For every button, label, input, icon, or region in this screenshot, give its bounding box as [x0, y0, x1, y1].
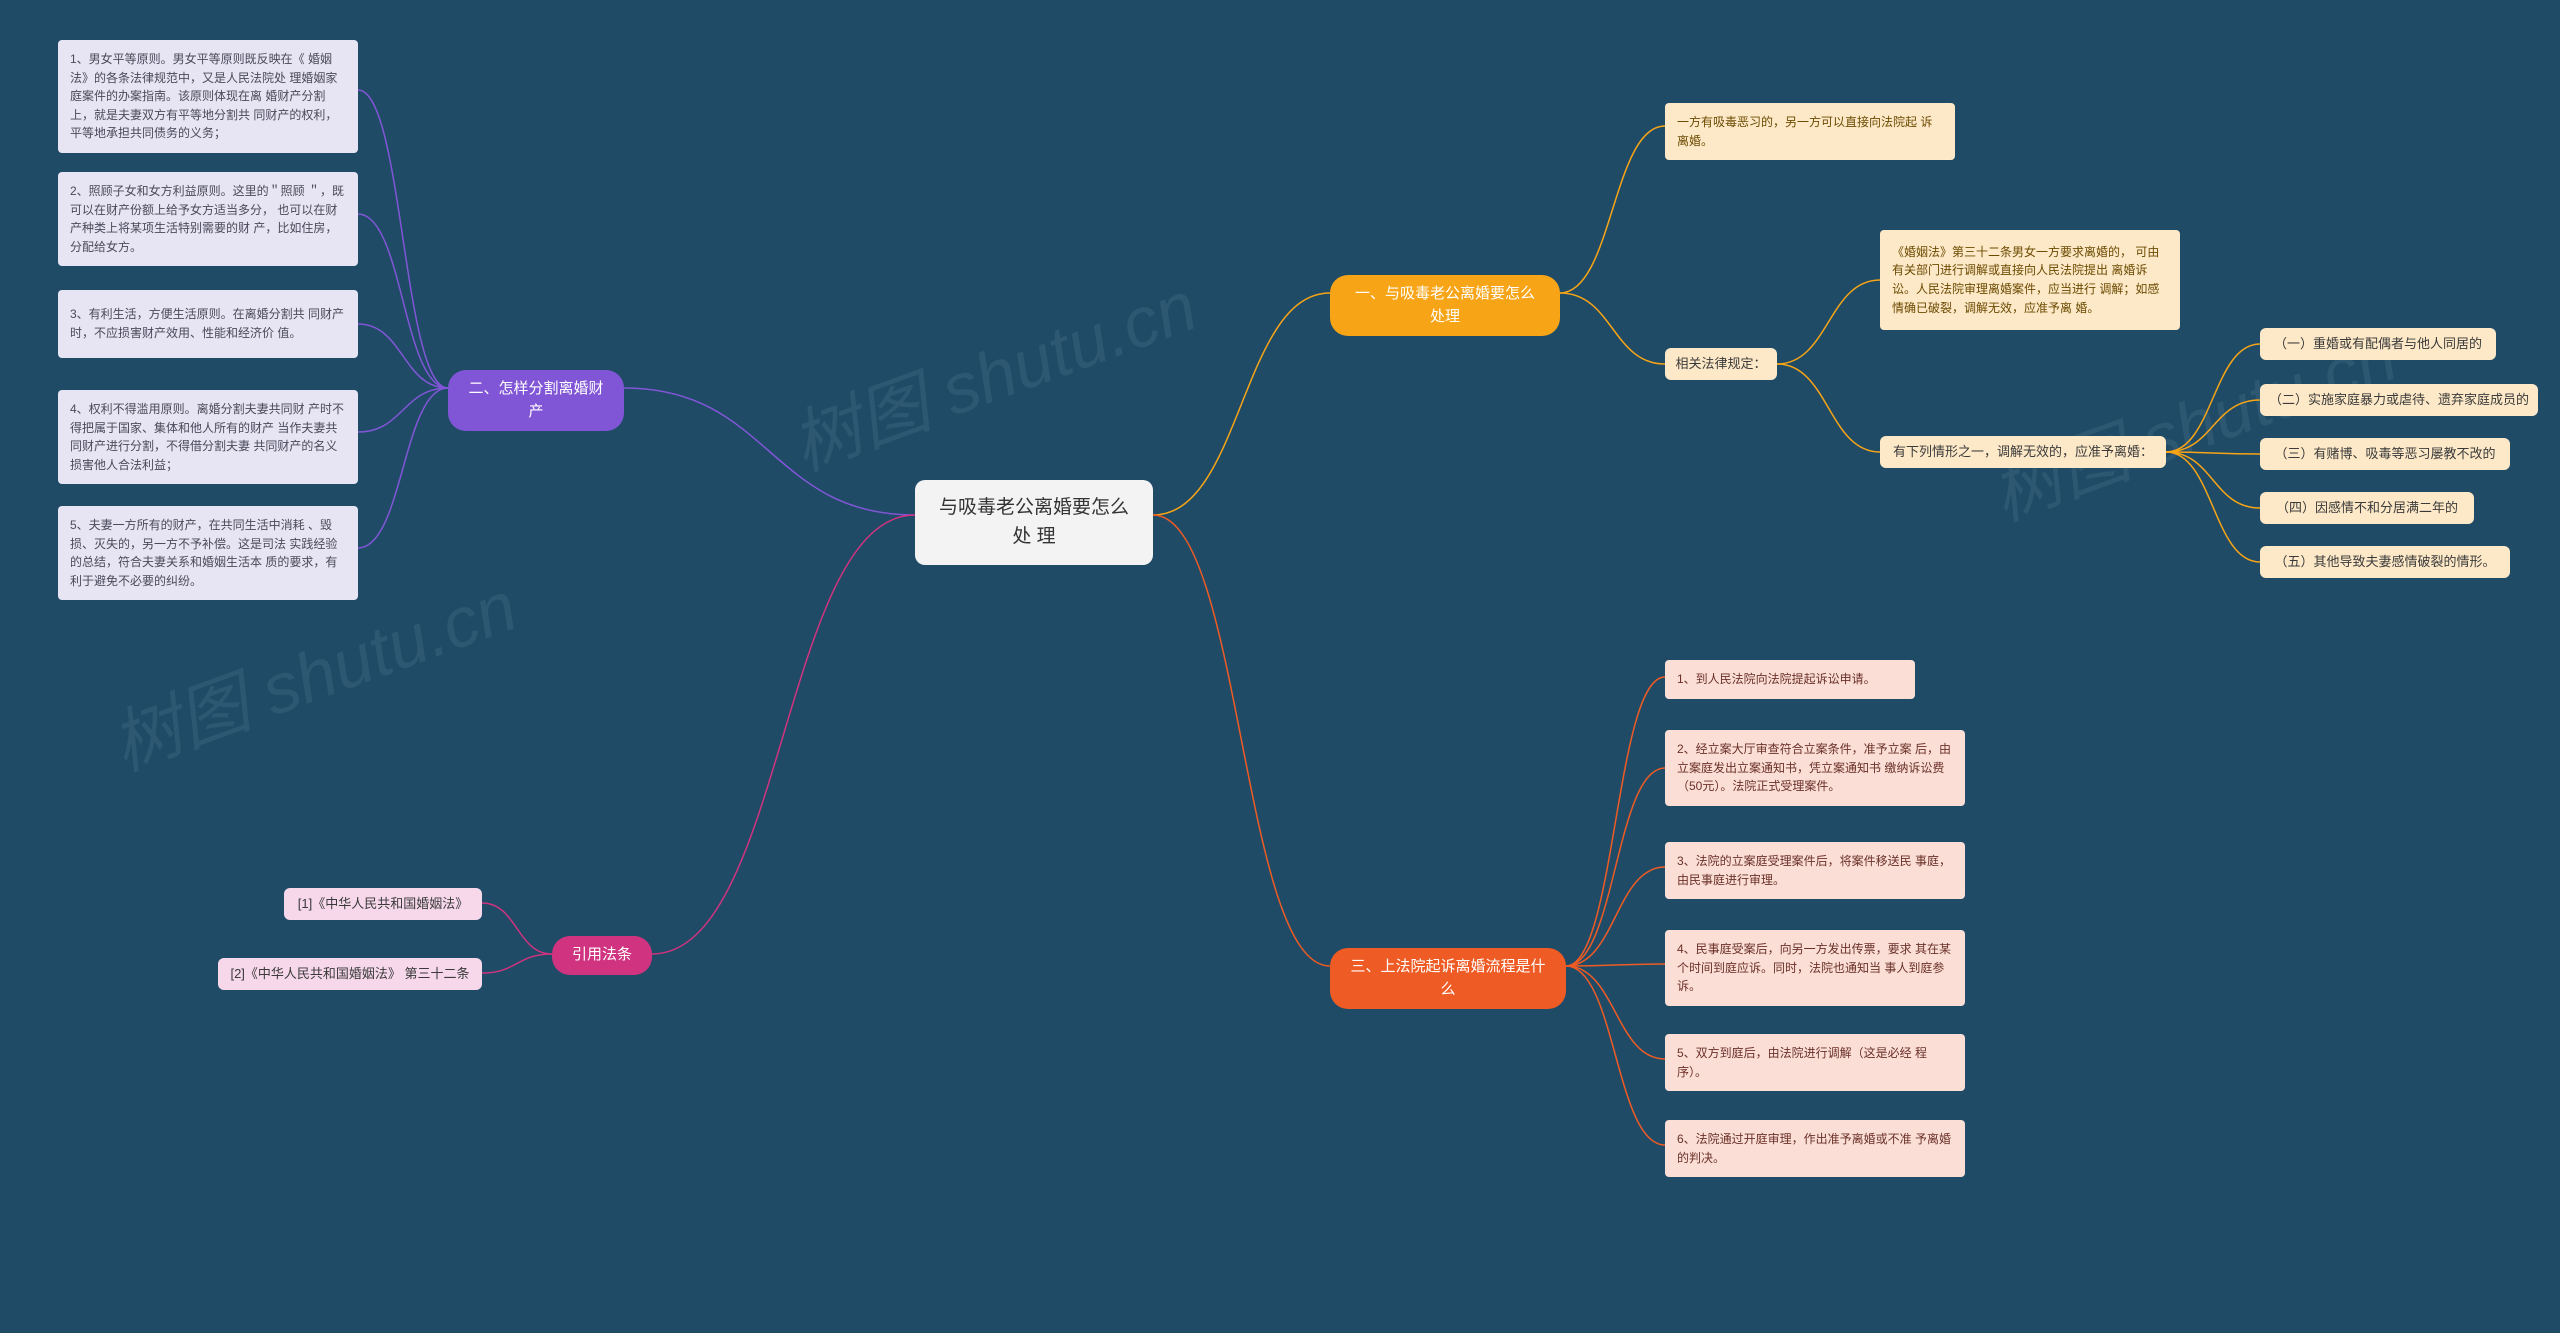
branch-1[interactable]: 一、与吸毒老公离婚要怎么处理 — [1330, 275, 1560, 336]
leaf-3b[interactable]: 2、经立案大厅审查符合立案条件，准予立案 后，由立案庭发出立案通知书，凭立案通知… — [1665, 730, 1965, 806]
leaf-3d[interactable]: 4、民事庭受案后，向另一方发出传票，要求 其在某个时间到庭应诉。同时，法院也通知… — [1665, 930, 1965, 1006]
leaf-2e[interactable]: 5、夫妻一方所有的财产，在共同生活中消耗 、毁损、灭失的，另一方不予补偿。这是司… — [58, 506, 358, 600]
edges-layer — [0, 0, 2560, 1333]
root-node[interactable]: 与吸毒老公离婚要怎么处 理 — [915, 480, 1153, 565]
leaf-1b2e[interactable]: （五）其他导致夫妻感情破裂的情形。 — [2260, 546, 2510, 578]
leaf-1b2[interactable]: 有下列情形之一，调解无效的，应准予离婚： — [1880, 436, 2166, 468]
leaf-2d[interactable]: 4、权利不得滥用原则。离婚分割夫妻共同财 产时不得把属于国家、集体和他人所有的财… — [58, 390, 358, 484]
branch-4[interactable]: 引用法条 — [552, 936, 652, 975]
leaf-4a[interactable]: [1]《中华人民共和国婚姻法》 — [284, 888, 482, 920]
branch-3[interactable]: 三、上法院起诉离婚流程是什么 — [1330, 948, 1566, 1009]
leaf-1b2b[interactable]: （二）实施家庭暴力或虐待、遗弃家庭成员的 — [2260, 384, 2538, 416]
leaf-2b[interactable]: 2、照顾子女和女方利益原则。这里的＂照顾 ＂，既可以在财产份额上给予女方适当多分… — [58, 172, 358, 266]
leaf-3c[interactable]: 3、法院的立案庭受理案件后，将案件移送民 事庭，由民事庭进行审理。 — [1665, 842, 1965, 899]
watermark: 树图 shutu.cn — [776, 251, 1209, 491]
leaf-1b[interactable]: 相关法律规定： — [1665, 348, 1777, 380]
leaf-1b1[interactable]: 《婚姻法》第三十二条男女一方要求离婚的， 可由有关部门进行调解或直接向人民法院提… — [1880, 230, 2180, 330]
leaf-3a[interactable]: 1、到人民法院向法院提起诉讼申请。 — [1665, 660, 1915, 699]
leaf-1b2d[interactable]: （四）因感情不和分居满二年的 — [2260, 492, 2474, 524]
leaf-1a[interactable]: 一方有吸毒恶习的，另一方可以直接向法院起 诉离婚。 — [1665, 103, 1955, 160]
leaf-2a[interactable]: 1、男女平等原则。男女平等原则既反映在《 婚姻法》的各条法律规范中，又是人民法院… — [58, 40, 358, 153]
leaf-3e[interactable]: 5、双方到庭后，由法院进行调解（这是必经 程序）。 — [1665, 1034, 1965, 1091]
leaf-2c[interactable]: 3、有利生活，方便生活原则。在离婚分割共 同财产时，不应损害财产效用、性能和经济… — [58, 290, 358, 358]
leaf-4b[interactable]: [2]《中华人民共和国婚姻法》 第三十二条 — [218, 958, 482, 990]
leaf-1b2c[interactable]: （三）有赌博、吸毒等恶习屡教不改的 — [2260, 438, 2510, 470]
leaf-1b2a[interactable]: （一）重婚或有配偶者与他人同居的 — [2260, 328, 2496, 360]
leaf-3f[interactable]: 6、法院通过开庭审理，作出准予离婚或不准 予离婚的判决。 — [1665, 1120, 1965, 1177]
mindmap-canvas: 树图 shutu.cn 树图 shutu.cn 树图 shutu.cn 与吸毒老… — [0, 0, 2560, 1333]
branch-2[interactable]: 二、怎样分割离婚财产 — [448, 370, 624, 431]
